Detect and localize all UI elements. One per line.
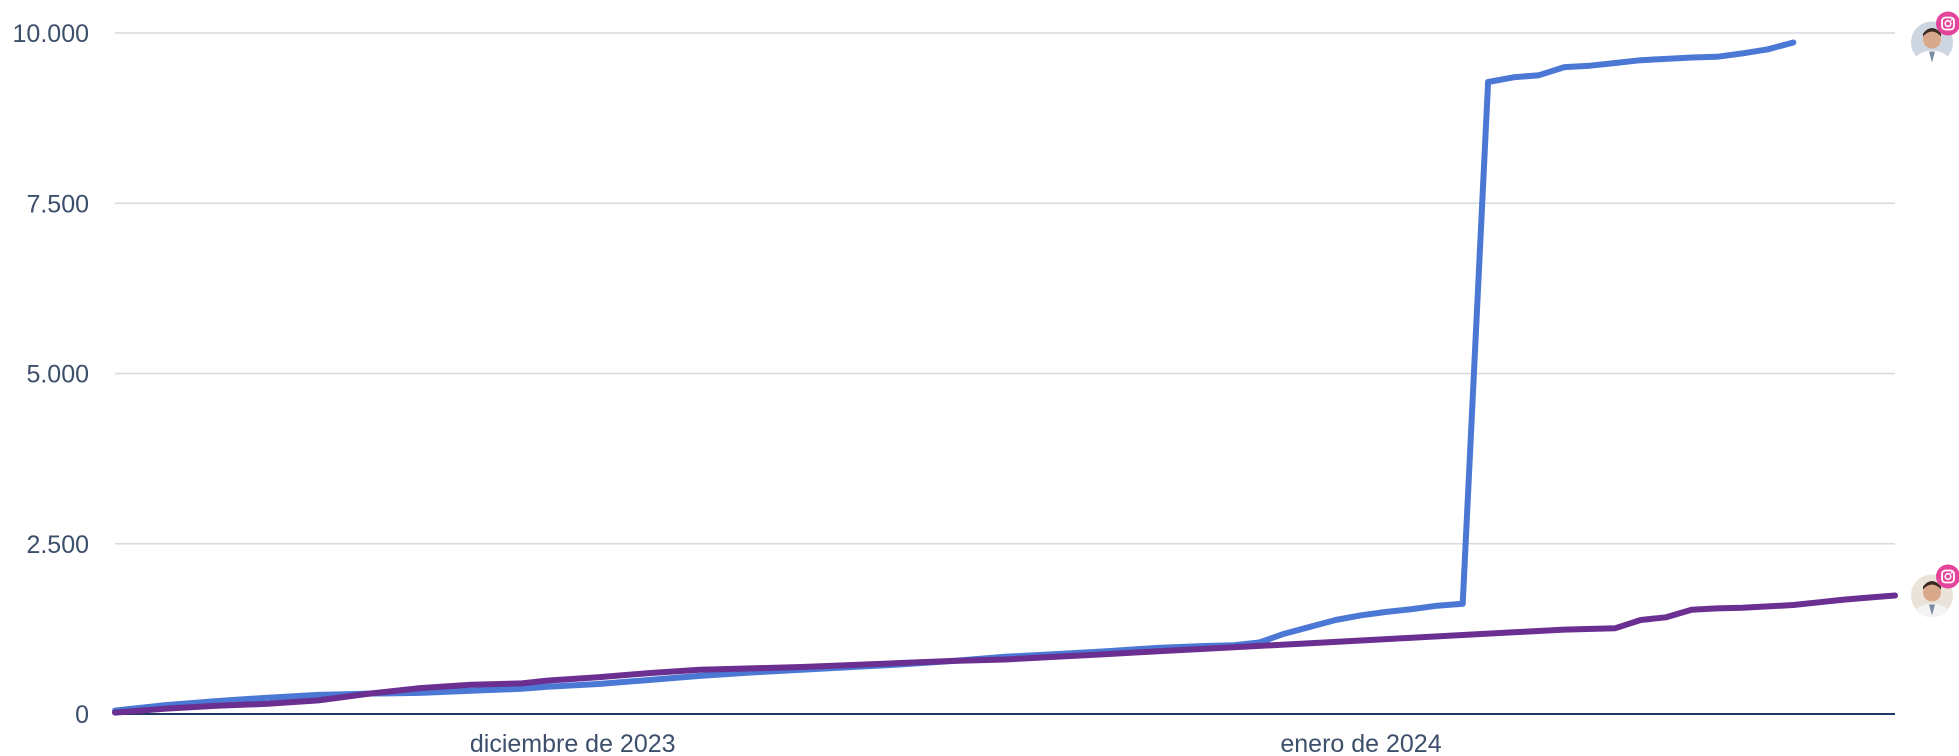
x-tick-label: diciembre de 2023 [470,730,676,756]
instagram-icon [1936,11,1959,36]
y-axis-tick-labels: 0 2.500 5.000 7.500 10.000 [13,20,89,729]
y-tick-label: 7.500 [26,190,89,218]
y-tick-label: 2.500 [26,531,89,559]
instagram-icon [1936,564,1959,589]
x-axis-tick-labels: diciembre de 2023 enero de 2024 [470,730,1442,756]
y-tick-label: 10.000 [13,20,89,48]
y-tick-label: 5.000 [26,361,89,389]
series-lines [112,39,1898,716]
avatar-face [1914,581,1950,618]
series-line-1 [112,39,1797,714]
series-end-markers [1909,11,1959,619]
y-tick-label: 0 [75,701,89,729]
avatar-face [1914,28,1950,65]
x-tick-label: enero de 2024 [1280,730,1441,756]
series-line-2 [112,592,1898,716]
grid-lines [115,32,1895,545]
